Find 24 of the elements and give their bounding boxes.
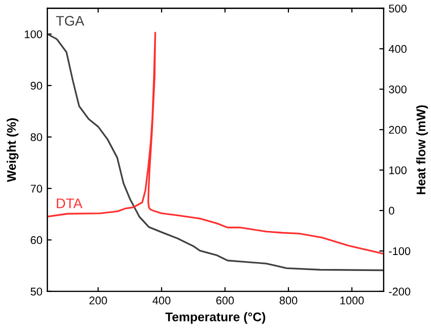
y-axis-title: Weight (%)	[6, 118, 18, 182]
y-tick-label: 60	[30, 236, 42, 244]
y2-tick-label: -200	[388, 288, 410, 296]
x-tick-label: 800	[280, 296, 298, 304]
y2-tick-label: -100	[388, 247, 410, 256]
y-tick-label: 80	[30, 133, 42, 142]
y2-tick-label: 400	[388, 45, 407, 53]
y2-axis-title: Heat flow (mW)	[416, 105, 428, 194]
y2-tick-label: 200	[389, 126, 407, 134]
x-axis-title: Temperature (°C)	[165, 312, 266, 324]
y-tick-label: 70	[30, 184, 42, 193]
series-label: TGA	[56, 16, 84, 26]
y-tick-label: 50	[30, 288, 42, 296]
y2-tick-label: 100	[389, 166, 407, 174]
y2-tick-label: 300	[388, 85, 407, 94]
x-tick-label: 1000	[340, 296, 364, 304]
x-tick-label: 600	[216, 296, 234, 304]
y2-tick-label: 0	[388, 206, 394, 215]
y-tick-label: 100	[24, 30, 42, 38]
x-tick-label: 200	[89, 296, 107, 304]
x-tick-label: 400	[152, 296, 170, 304]
y-tick-label: 90	[30, 82, 42, 90]
series-label: DTA	[56, 198, 82, 208]
y2-tick-label: 500	[388, 4, 407, 12]
